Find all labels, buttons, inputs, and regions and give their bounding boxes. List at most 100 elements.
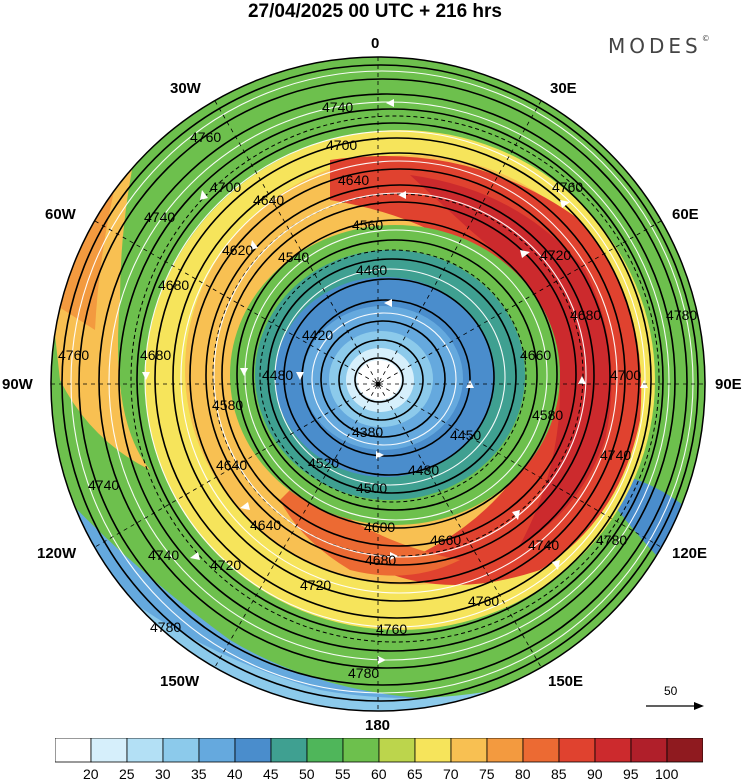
colorbar-tick-label: 25 bbox=[119, 766, 135, 782]
colorbar-swatch bbox=[126, 738, 164, 763]
contour-label-4680-e: 4680 bbox=[570, 307, 601, 323]
colorbar-swatch bbox=[306, 738, 344, 763]
colorbar-swatch bbox=[450, 738, 488, 763]
contour-label-4700-nw: 4700 bbox=[210, 179, 241, 195]
contour-4620 bbox=[154, 137, 640, 619]
contour-label-4420: 4420 bbox=[302, 327, 333, 343]
colorbar-swatch bbox=[594, 738, 632, 763]
contour-label-4740-w2: 4740 bbox=[88, 477, 119, 493]
speed-band-95 bbox=[410, 175, 612, 545]
speed-band-20-core bbox=[357, 360, 401, 400]
contour-label-4700-top: 4700 bbox=[326, 137, 357, 153]
colorbar-tick-label: 30 bbox=[155, 766, 171, 782]
lon-label-30w: 30W bbox=[170, 80, 201, 97]
contour-label-4760-w: 4760 bbox=[58, 347, 89, 363]
contour-label-4700-e: 4700 bbox=[610, 367, 641, 383]
colorbar-swatch bbox=[666, 738, 703, 763]
wind-arrowheads bbox=[142, 99, 648, 664]
contour-label-4680-s: 4680 bbox=[365, 552, 396, 568]
colorbar-tick-label: 55 bbox=[335, 766, 351, 782]
contour-labels: 4740 4700 4640 4560 4460 4760 4700 4640 … bbox=[58, 99, 697, 681]
contour-label-4740-e: 4740 bbox=[600, 447, 631, 463]
lon-label-60w: 60W bbox=[45, 206, 76, 223]
contour-4580 bbox=[189, 168, 611, 584]
contour-label-4660: 4660 bbox=[430, 532, 461, 548]
contour-4740 bbox=[78, 78, 688, 686]
colorbar-tick-label: 35 bbox=[191, 766, 207, 782]
colorbar-tick-label: 80 bbox=[515, 766, 531, 782]
colorbar-tick-label: 50 bbox=[299, 766, 315, 782]
contour-4680 bbox=[118, 108, 664, 652]
colorbar-tick-label: 85 bbox=[551, 766, 567, 782]
colorbar-tick-label: 75 bbox=[479, 766, 495, 782]
wind-speed-colorbar bbox=[55, 738, 703, 763]
contour-label-4600: 4600 bbox=[364, 519, 395, 535]
colorbar-swatch bbox=[270, 738, 308, 763]
contour-label-4640-nw: 4640 bbox=[253, 192, 284, 208]
contour-4600 bbox=[172, 152, 626, 602]
colorbar-tick-label: 90 bbox=[587, 766, 603, 782]
contour-label-4380: 4380 bbox=[352, 424, 383, 440]
contour-4480 bbox=[267, 258, 517, 494]
brand-copyright-mark: © bbox=[701, 34, 710, 43]
colorbar-tick-label: 40 bbox=[227, 766, 243, 782]
contour-label-4680-w: 4680 bbox=[158, 277, 189, 293]
contour-4420 bbox=[320, 320, 446, 438]
lon-label-90w: 90W bbox=[2, 376, 33, 393]
colorbar-swatch bbox=[414, 738, 452, 763]
colorbar-swatch bbox=[558, 738, 596, 763]
contour-label-4720-ne: 4720 bbox=[540, 247, 571, 263]
contour-label-4740-top: 4740 bbox=[322, 99, 353, 115]
contour-label-4480-s: 4480 bbox=[408, 462, 439, 478]
contour-label-4480-w: 4480 bbox=[262, 367, 293, 383]
contour-label-4760-s: 4760 bbox=[468, 593, 499, 609]
colorbar-swatch bbox=[630, 738, 668, 763]
lon-label-0: 0 bbox=[371, 35, 380, 52]
colorbar-swatch bbox=[55, 738, 92, 763]
contour-label-4740-sw2: 4740 bbox=[148, 547, 179, 563]
colorbar-tick-label: 100 bbox=[655, 766, 679, 782]
lon-label-150e: 150E bbox=[548, 673, 584, 690]
colorbar-tick-label: 60 bbox=[371, 766, 387, 782]
contour-label-4680-w2: 4680 bbox=[140, 347, 171, 363]
contour-4640 bbox=[136, 122, 652, 636]
contour-label-4780-sw: 4780 bbox=[150, 619, 181, 635]
contour-label-4740-se: 4740 bbox=[528, 537, 559, 553]
colorbar-tick-label: 45 bbox=[263, 766, 279, 782]
contour-label-4450: 4450 bbox=[450, 427, 481, 443]
lon-label-90e: 90E bbox=[715, 376, 742, 393]
contour-label-4660-e: 4660 bbox=[520, 347, 551, 363]
map-boundary bbox=[50, 56, 706, 712]
lon-label-60e: 60E bbox=[672, 206, 699, 223]
contour-label-4780-e: 4780 bbox=[666, 307, 697, 323]
wind-scale-arrow-icon bbox=[646, 702, 704, 710]
colorbar-swatch bbox=[342, 738, 380, 763]
contour-label-4640-top: 4640 bbox=[338, 172, 369, 188]
colorbar-swatch bbox=[198, 738, 236, 763]
modes-brand-logo: MODES© bbox=[608, 34, 710, 58]
colorbar-tick-label: 20 bbox=[83, 766, 99, 782]
lon-label-180: 180 bbox=[365, 717, 391, 734]
contour-4540 bbox=[221, 201, 577, 547]
colorbar-swatch bbox=[486, 738, 524, 763]
pole-marker bbox=[375, 381, 381, 387]
contour-4720 bbox=[98, 93, 676, 669]
colorbar-swatch bbox=[90, 738, 128, 763]
contour-label-4580-w: 4580 bbox=[212, 397, 243, 413]
contour-label-4760-nw: 4760 bbox=[190, 129, 221, 145]
contour-4440 bbox=[301, 299, 471, 457]
lon-label-30e: 30E bbox=[550, 80, 577, 97]
contour-label-4640-sw: 4640 bbox=[216, 457, 247, 473]
lon-label-150w: 150W bbox=[160, 673, 200, 690]
contour-label-4520: 4520 bbox=[308, 455, 339, 471]
contour-label-4720-s: 4720 bbox=[300, 577, 331, 593]
colorbar-swatch bbox=[378, 738, 416, 763]
colorbar-swatch bbox=[234, 738, 272, 763]
contour-label-4560-top: 4560 bbox=[352, 217, 383, 233]
contour-4380 bbox=[354, 357, 404, 403]
lon-label-120e: 120E bbox=[672, 545, 708, 562]
brand-text: MODES bbox=[608, 34, 702, 58]
contour-4400 bbox=[338, 339, 424, 421]
wind-streamlines bbox=[70, 70, 694, 694]
